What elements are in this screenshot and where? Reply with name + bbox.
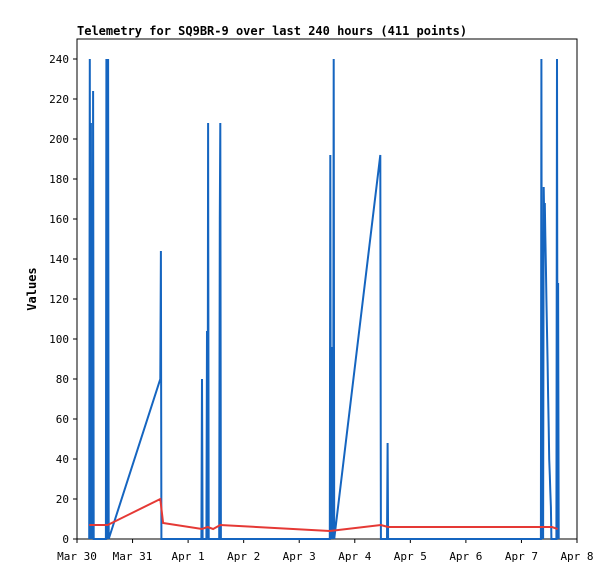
y-tick-label: 20 xyxy=(56,493,69,506)
x-tick-label: Apr 8 xyxy=(560,550,593,563)
y-axis: 0 20 40 60 80 100 120 140 160 180 200 220 240 xyxy=(49,53,77,546)
x-tick-label: Apr 4 xyxy=(338,550,371,563)
y-tick-label: 160 xyxy=(49,213,69,226)
series-line-1 xyxy=(88,58,560,540)
y-tick-label: 100 xyxy=(49,333,69,346)
y-tick-label: 0 xyxy=(62,533,69,546)
series-layer xyxy=(88,58,560,540)
x-tick-label: Mar 31 xyxy=(113,550,153,563)
x-tick-label: Apr 6 xyxy=(449,550,482,563)
y-tick-label: 200 xyxy=(49,133,69,146)
y-tick-label: 60 xyxy=(56,413,69,426)
plot-frame xyxy=(76,38,578,540)
chart-title: Telemetry for SQ9BR-9 over last 240 hour… xyxy=(77,24,467,38)
x-tick-label: Apr 7 xyxy=(505,550,538,563)
x-tick-label: Mar 30 xyxy=(57,550,97,563)
y-tick-label: 40 xyxy=(56,453,69,466)
y-tick-label: 120 xyxy=(49,293,69,306)
x-tick-label: Apr 1 xyxy=(172,550,205,563)
x-axis: Mar 30 Mar 31 Apr 1 Apr 2 Apr 3 Apr 4 Apr 5 Apr… xyxy=(57,539,594,563)
x-tick-label: Apr 3 xyxy=(283,550,316,563)
x-tick-label: Apr 5 xyxy=(394,550,427,563)
y-tick-label: 220 xyxy=(49,93,69,106)
x-tick-label: Apr 2 xyxy=(227,550,260,563)
y-axis-label: Values xyxy=(25,267,39,310)
y-tick-label: 180 xyxy=(49,173,69,186)
y-tick-label: 140 xyxy=(49,253,69,266)
series-line-2 xyxy=(89,497,558,533)
y-tick-label: 80 xyxy=(56,373,69,386)
y-tick-label: 240 xyxy=(49,53,69,66)
